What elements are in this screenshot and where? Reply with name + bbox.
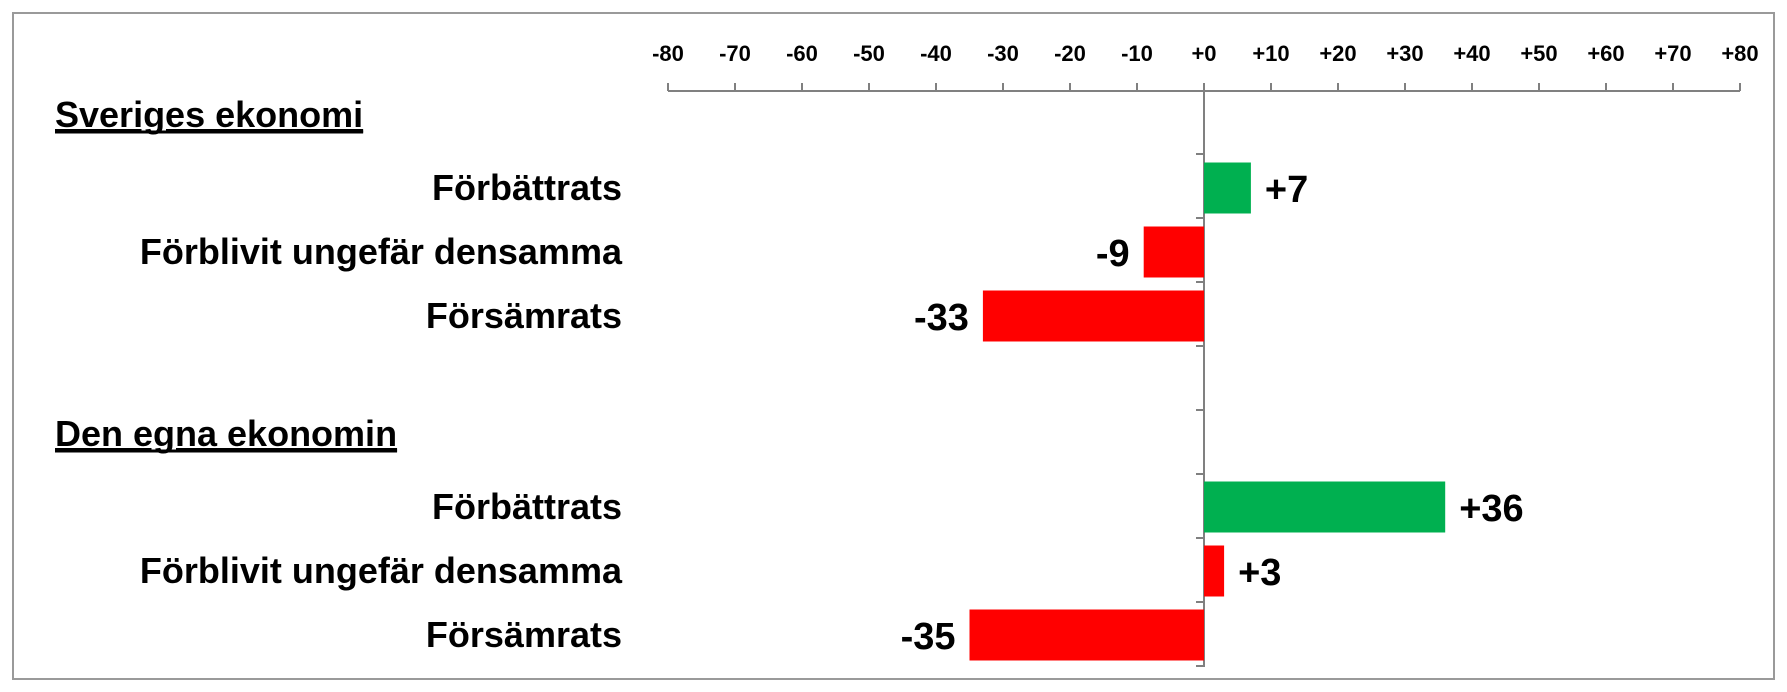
- data-label: -9: [1096, 233, 1130, 275]
- category-label: Försämrats: [426, 614, 622, 655]
- category-label: Försämrats: [426, 295, 622, 336]
- x-tick-label: -40: [920, 41, 952, 66]
- x-tick-label: -50: [853, 41, 885, 66]
- x-tick-label: +80: [1721, 41, 1758, 66]
- x-tick-label: -60: [786, 41, 818, 66]
- category-label: Förbättrats: [432, 167, 622, 208]
- category-label: Förblivit ungefär densamma: [140, 550, 623, 591]
- x-tick-label: -30: [987, 41, 1019, 66]
- x-tick-label: +40: [1453, 41, 1490, 66]
- x-tick-label: +50: [1520, 41, 1557, 66]
- x-tick-label: -80: [652, 41, 684, 66]
- chart-frame: [12, 12, 1775, 680]
- x-tick-label: -10: [1121, 41, 1153, 66]
- x-tick-label: +10: [1252, 41, 1289, 66]
- x-tick-label: -20: [1054, 41, 1086, 66]
- bar: [1204, 162, 1251, 214]
- bar: [1204, 481, 1446, 533]
- x-tick-label: -70: [719, 41, 751, 66]
- bar: [969, 609, 1204, 661]
- group-title: Den egna ekonomin: [55, 413, 397, 454]
- x-tick-label: +60: [1587, 41, 1624, 66]
- bar: [1204, 545, 1225, 597]
- data-label: +3: [1238, 552, 1281, 594]
- x-tick-label: +0: [1191, 41, 1216, 66]
- data-label: +36: [1459, 488, 1523, 530]
- group-title: Sveriges ekonomi: [55, 94, 363, 135]
- bar: [982, 290, 1204, 342]
- x-tick-label: +70: [1654, 41, 1691, 66]
- x-tick-label: +30: [1386, 41, 1423, 66]
- data-label: -33: [914, 297, 969, 339]
- data-label: +7: [1265, 169, 1308, 211]
- x-tick-label: +20: [1319, 41, 1356, 66]
- bar: [1143, 226, 1204, 278]
- data-label: -35: [901, 616, 956, 658]
- category-label: Förbättrats: [432, 486, 622, 527]
- category-label: Förblivit ungefär densamma: [140, 231, 623, 272]
